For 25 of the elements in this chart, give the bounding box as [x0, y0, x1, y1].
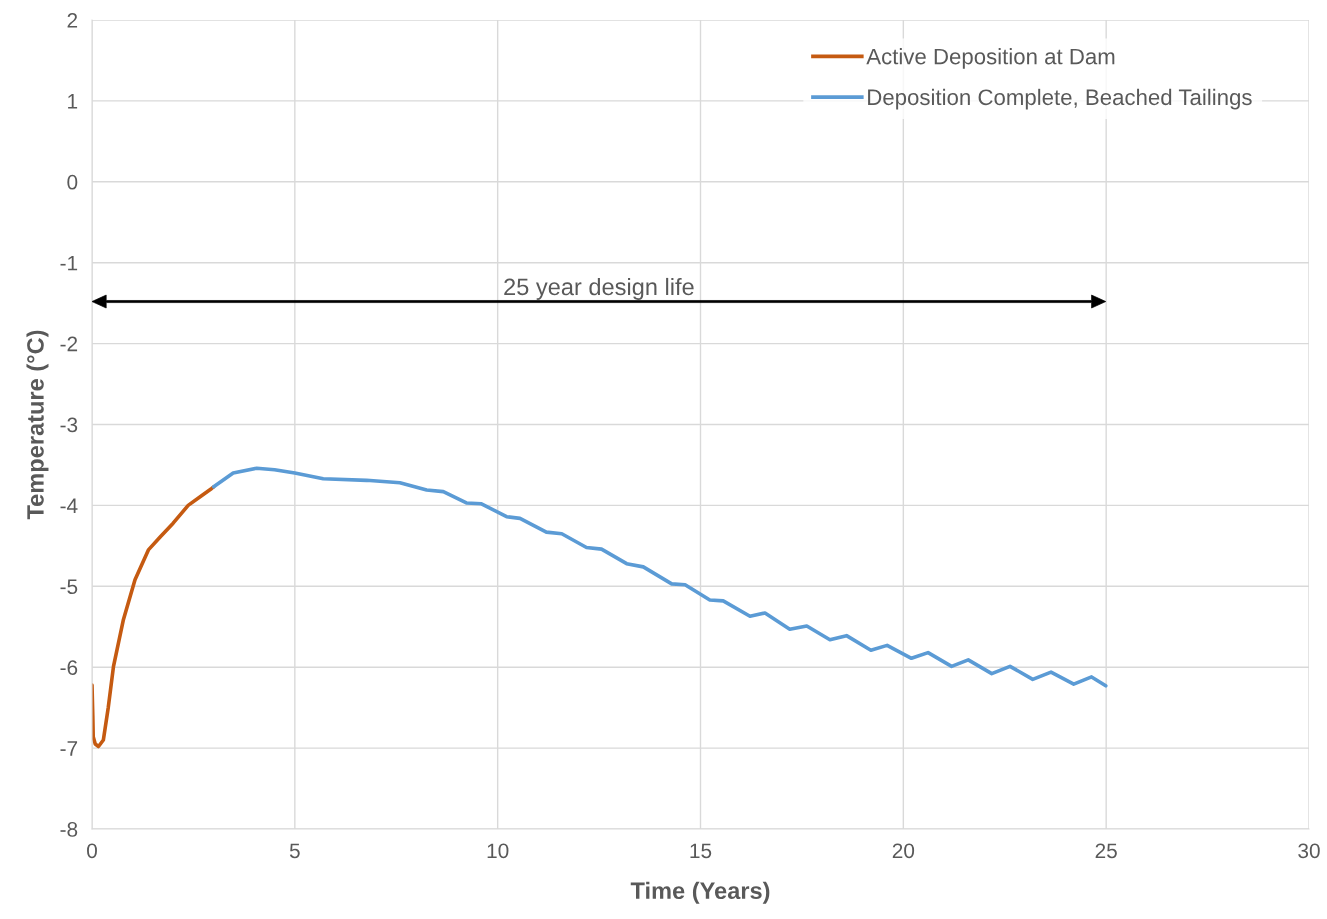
y-tick-label: -7 — [60, 741, 78, 756]
annotation: 25 year design life — [504, 277, 694, 300]
y-tick-label: -2 — [60, 336, 78, 352]
line-series — [92, 484, 216, 749]
line-series — [211, 466, 1108, 688]
y-tick-label: -6 — [60, 660, 78, 675]
x-tick-label: 0 — [87, 843, 97, 859]
x-tick-label: 20 — [892, 843, 915, 859]
x-tick-label: 15 — [690, 843, 712, 859]
y-tick-label: -3 — [60, 417, 78, 433]
legend-label: Deposition Complete, Beached Tailings — [868, 88, 1252, 110]
x-tick-label: 5 — [289, 843, 300, 859]
y-tick-label: -5 — [60, 579, 78, 595]
y-tick-label: 0 — [67, 174, 78, 190]
y-tick-label: -1 — [60, 255, 78, 271]
y-tick-label: -4 — [60, 498, 78, 513]
x-tick-label: 30 — [1298, 843, 1320, 859]
y-tick-label: 2 — [67, 13, 78, 28]
y-tick-label: -8 — [60, 822, 78, 837]
x-tick-label: 10 — [487, 843, 509, 859]
x-tick-label: 25 — [1095, 843, 1117, 859]
legend-label: Active Deposition at Dam — [866, 48, 1115, 69]
x-axis-title: Time (Years) — [630, 881, 770, 904]
y-tick-label: 1 — [68, 94, 78, 109]
y-axis-title: Temperature (°C) — [26, 330, 49, 520]
